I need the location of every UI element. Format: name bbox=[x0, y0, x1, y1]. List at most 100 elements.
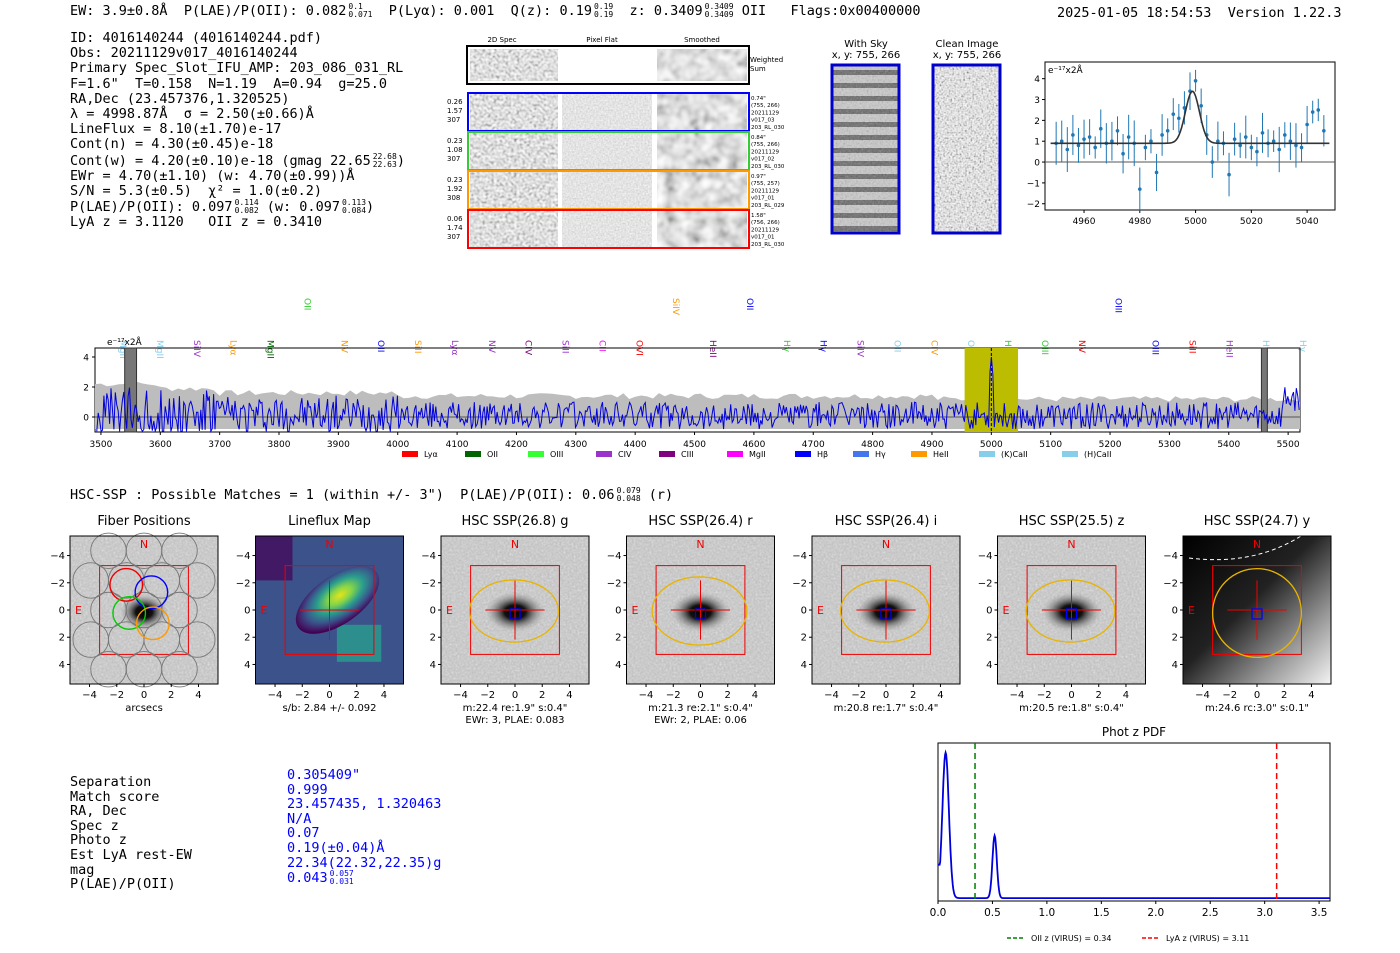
full-legend-label: Hγ bbox=[875, 450, 886, 459]
full-xtick-label: 5100 bbox=[1039, 440, 1062, 450]
spectral-line-label: SiII bbox=[412, 340, 422, 354]
pdf-xtick-label: 1.5 bbox=[1093, 907, 1110, 919]
east-label: E bbox=[446, 604, 453, 617]
fit-data-point bbox=[1249, 145, 1254, 150]
match-value: 0.305409" bbox=[287, 767, 361, 783]
fiber-circle bbox=[72, 621, 109, 658]
full-legend-swatch bbox=[979, 451, 995, 457]
spec2d-row-left-label: 0.23 bbox=[447, 176, 463, 184]
fit-data-point bbox=[1283, 133, 1287, 137]
full-xtick-label: 4900 bbox=[921, 440, 944, 450]
cutout-ytick-label: −2 bbox=[421, 578, 436, 589]
spectral-line-label: HeII bbox=[1223, 340, 1233, 358]
weighted-sum-2d bbox=[470, 49, 558, 81]
north-label: N bbox=[140, 538, 148, 551]
cutout-ytick-label: −4 bbox=[50, 551, 65, 562]
weighted-sum-smoothed bbox=[657, 49, 747, 81]
spec2d-row-frame bbox=[467, 209, 750, 249]
spec2d-row-left-label: 0.26 bbox=[447, 98, 463, 106]
cutout-ytick-label: 4 bbox=[615, 660, 621, 671]
cutout-xtick-label: 0 bbox=[1068, 690, 1074, 701]
full-legend-label: Lyα bbox=[424, 450, 438, 459]
pdf-xtick-label: 0.0 bbox=[930, 907, 947, 919]
spectral-line-label: OII bbox=[965, 340, 975, 352]
lineflux-blob bbox=[295, 566, 380, 634]
info-lineflux: LineFlux = 8.10(±1.70)e-17 bbox=[70, 121, 282, 138]
with-sky-title: With Sky bbox=[844, 39, 888, 50]
spec2d-row-left-label: 307 bbox=[447, 155, 460, 163]
cutout-ytick-label: −2 bbox=[607, 578, 622, 589]
info-contw-row: Cont(w) = 4.20(±0.10)e-18 (gmag 22.65 22.… bbox=[70, 151, 405, 169]
cutout-ytick-label: −2 bbox=[978, 578, 993, 589]
cutout-ytick-label: −2 bbox=[236, 578, 251, 589]
fit-data-point bbox=[1110, 139, 1114, 144]
cutout-xtick-label: 0 bbox=[697, 690, 703, 701]
cutout-xtick-label: −4 bbox=[82, 690, 97, 701]
fit-model-curve bbox=[1050, 90, 1330, 145]
catalog-box bbox=[1251, 608, 1263, 620]
spec2d-row-left-label: 308 bbox=[447, 194, 460, 202]
fit-data-point bbox=[1071, 133, 1075, 137]
fit-xtick-label: 5020 bbox=[1240, 217, 1263, 227]
cutout-caption: m:24.6 rc:3.0" s:0.1" bbox=[1205, 703, 1309, 714]
cutout-xtick-label: −2 bbox=[1037, 690, 1052, 701]
info-plae-range: 0.114 0.082 bbox=[234, 198, 259, 216]
full-legend-label: CIII bbox=[681, 450, 694, 459]
cutout-xtick-label: −4 bbox=[824, 690, 839, 701]
fit-data-point bbox=[1210, 160, 1215, 164]
spec2d-row-2d bbox=[470, 211, 558, 247]
cutout-xtick-label: −2 bbox=[666, 690, 681, 701]
cutout-xtick-label: −2 bbox=[480, 690, 495, 701]
pdf-xtick-label: 2.5 bbox=[1202, 907, 1219, 919]
spec2d-row-smoothed bbox=[657, 94, 747, 130]
fiber-circle-orange bbox=[135, 606, 170, 641]
spec2d-row-right-label: v017_02 bbox=[751, 157, 775, 163]
spec2d-row-right-label: 20211129 bbox=[751, 110, 779, 116]
full-legend-swatch bbox=[911, 451, 927, 457]
full-xtick-label: 3800 bbox=[268, 440, 291, 450]
spectral-line-label: SiIV bbox=[855, 340, 865, 358]
cutout-xtick-label: 2 bbox=[725, 690, 731, 701]
spectral-line-label: SiIV bbox=[670, 298, 680, 316]
full-ytick-label: 0 bbox=[83, 414, 89, 424]
header-qz: Q(z): 0.19 bbox=[510, 3, 592, 19]
pdf-axes-frame bbox=[937, 742, 1331, 902]
match-plae-range: 0.057 0.031 bbox=[329, 869, 354, 887]
info-ewr: EWr = 4.70(±1.10) (w: 4.70(±0.99))Å bbox=[70, 167, 355, 184]
full-legend-label: (H)CaII bbox=[1084, 450, 1111, 459]
match-label: Photo z bbox=[70, 832, 127, 849]
full-xtick-label: 4200 bbox=[505, 440, 528, 450]
cutout-caption: m:20.8 re:1.7" s:0.4" bbox=[834, 703, 939, 714]
lineflux-patch bbox=[336, 624, 382, 662]
cutout-ytick-label: 2 bbox=[430, 633, 436, 644]
hsc-summary-band: (r) bbox=[648, 487, 674, 503]
full-legend-label: HeII bbox=[933, 450, 949, 459]
cutout-xtick-label: 2 bbox=[539, 690, 545, 701]
spec2d-row-right-label: v017_01 bbox=[751, 196, 775, 202]
cutout-caption: m:20.5 re:1.8" s:0.4" bbox=[1019, 703, 1124, 714]
spec2d-row-flat bbox=[562, 133, 652, 169]
spectral-line-label: MgII bbox=[154, 340, 164, 359]
fit-xtick-label: 5040 bbox=[1296, 217, 1319, 227]
header-flags: Flags:0x00400000 bbox=[790, 3, 921, 19]
info-sn: S/N = 5.3(±0.5) χ² = 1.0(±0.2) bbox=[70, 183, 322, 200]
spec2d-row-left-label: 1.08 bbox=[447, 146, 463, 154]
full-xtick-label: 4000 bbox=[386, 440, 409, 450]
fiber-circle-red bbox=[109, 567, 144, 602]
cutout-xtick-label: 4 bbox=[195, 690, 201, 701]
header-z: z: 0.3409 bbox=[629, 3, 703, 19]
spectral-line-label: MgII bbox=[117, 340, 127, 359]
full-legend-label: MgII bbox=[749, 450, 766, 459]
east-label: E bbox=[75, 604, 82, 617]
catalog-box bbox=[694, 608, 707, 620]
fit-xtick-label: 4980 bbox=[1128, 217, 1151, 227]
weighted-sum-label-2: Sum bbox=[750, 65, 766, 73]
catalog-box bbox=[880, 608, 892, 620]
with-sky-coords: x, y: 755, 266 bbox=[832, 50, 901, 61]
info-plae-w: (w: 0.097 bbox=[266, 199, 340, 216]
fit-data-point bbox=[1165, 128, 1170, 133]
info-lya: LyA z = 3.1120 OII z = 0.3410 bbox=[70, 214, 322, 231]
fiber-circle bbox=[161, 650, 198, 688]
cutout-xtick-label: −4 bbox=[268, 690, 283, 701]
cutout-ytick-label: 2 bbox=[59, 633, 65, 644]
